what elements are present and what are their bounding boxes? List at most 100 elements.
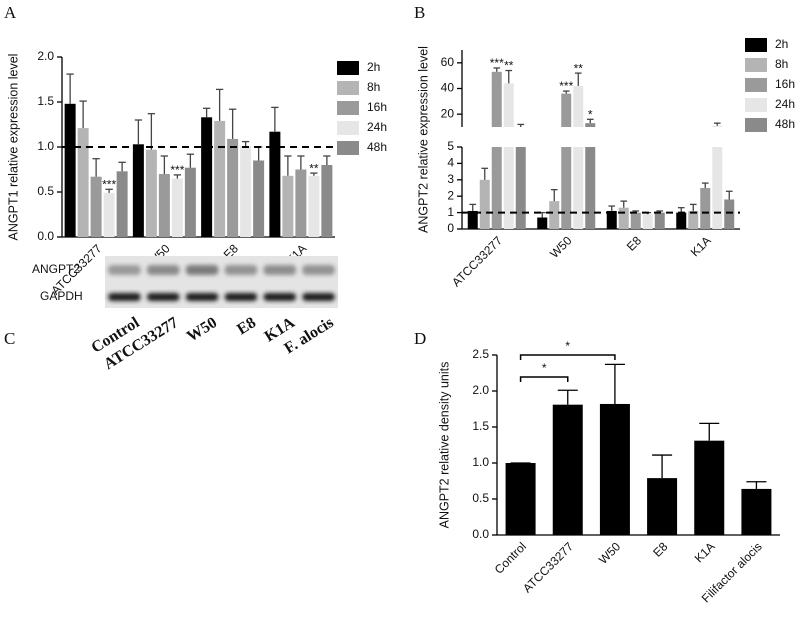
error-bar: [297, 155, 305, 170]
bar: [700, 188, 711, 229]
bar: [90, 176, 102, 237]
bracket-label: *: [565, 339, 570, 353]
error-bar: [701, 182, 709, 188]
error-bar: [66, 73, 74, 104]
error-bar: [186, 153, 195, 168]
error-bar: [608, 205, 616, 211]
legend-label: 2h: [367, 60, 380, 74]
error-bar: [746, 481, 767, 489]
legend-label: 16h: [367, 100, 387, 114]
bar: [505, 463, 536, 535]
bar: [712, 147, 723, 229]
blot-band: [224, 293, 258, 301]
bar: [479, 179, 490, 229]
error-bar: [160, 155, 169, 174]
bar-upper: [491, 71, 502, 127]
bar: [724, 199, 735, 229]
significance: ***: [170, 163, 184, 177]
bar: [116, 171, 128, 237]
bar: [171, 178, 183, 237]
error-bar: [689, 203, 697, 211]
significance: ***: [559, 79, 573, 93]
bar: [103, 192, 115, 237]
y-tick-label: 2.0: [37, 49, 54, 63]
legend-swatch: [745, 118, 767, 132]
bar: [642, 214, 653, 229]
bar: [308, 175, 320, 237]
legend-swatch: [337, 141, 359, 155]
legend-swatch: [745, 58, 767, 72]
legend-swatch: [337, 121, 359, 135]
bar: [282, 175, 294, 237]
y-tick-label: 1.0: [37, 139, 54, 153]
bar: [240, 146, 252, 237]
error-bar: [105, 188, 113, 193]
bar: [688, 210, 699, 229]
error-bar: [604, 363, 625, 404]
y-tick-label: 1.5: [472, 419, 489, 433]
y-tick-label: 1.0: [472, 455, 489, 469]
legend-swatch: [337, 101, 359, 115]
legend-swatch: [745, 98, 767, 112]
bar: [647, 478, 678, 535]
blot-band: [185, 265, 219, 275]
error-bar: [469, 203, 477, 211]
legend-label: 24h: [775, 97, 795, 111]
row-label: GAPDH: [40, 289, 83, 303]
error-bar: [725, 190, 733, 200]
bracket: [519, 354, 616, 360]
bar: [201, 117, 213, 237]
bar: [321, 165, 333, 237]
error-bar: [92, 158, 100, 177]
legend-swatch: [745, 38, 767, 52]
y-tick-label: 2.5: [472, 347, 489, 361]
bar-upper: [585, 123, 596, 127]
bar: [549, 201, 560, 229]
x-tick-label: ATCC33277: [449, 233, 505, 289]
error-bar: [481, 167, 489, 180]
bar: [537, 217, 548, 229]
legend-swatch: [337, 61, 359, 75]
bar-upper: [561, 93, 572, 127]
y-tick-label: 1.5: [37, 94, 54, 108]
bar: [552, 404, 583, 535]
bar-upper: [573, 85, 584, 127]
legend-label: 48h: [367, 140, 387, 154]
error-bar: [586, 118, 594, 124]
error-bar: [562, 90, 570, 94]
significance: **: [504, 59, 514, 73]
error-bar: [574, 72, 582, 86]
error-bar: [557, 389, 578, 405]
y-tick-label: 5: [447, 139, 454, 153]
bracket-label: *: [542, 361, 547, 375]
bar: [585, 147, 596, 229]
error-bar: [493, 67, 501, 72]
panel-letter: D: [414, 329, 426, 348]
legend-label: 8h: [367, 80, 380, 94]
y-tick-label: 0: [447, 221, 454, 235]
x-tick-label: K1A: [692, 539, 718, 565]
bar: [253, 160, 265, 237]
legend-label: 16h: [775, 77, 795, 91]
bar: [561, 147, 572, 229]
bar-upper: [503, 83, 514, 127]
error-bar: [79, 100, 87, 129]
error-bar: [173, 174, 182, 179]
bar: [269, 131, 281, 237]
significance: **: [309, 161, 319, 175]
significance: **: [574, 61, 584, 75]
bar: [654, 212, 665, 229]
bar: [503, 147, 514, 229]
bar: [606, 210, 617, 229]
bar: [77, 128, 89, 237]
blot-band: [146, 293, 180, 301]
bar: [599, 403, 630, 535]
error-bar: [241, 140, 250, 147]
y-tick-label: 0.0: [37, 229, 54, 243]
x-tick-label: Control: [492, 539, 529, 576]
panel-letter: A: [4, 3, 17, 22]
x-tick-label: W50: [596, 539, 624, 567]
blot-band: [302, 293, 335, 301]
y-tick-label: 3: [447, 172, 454, 186]
